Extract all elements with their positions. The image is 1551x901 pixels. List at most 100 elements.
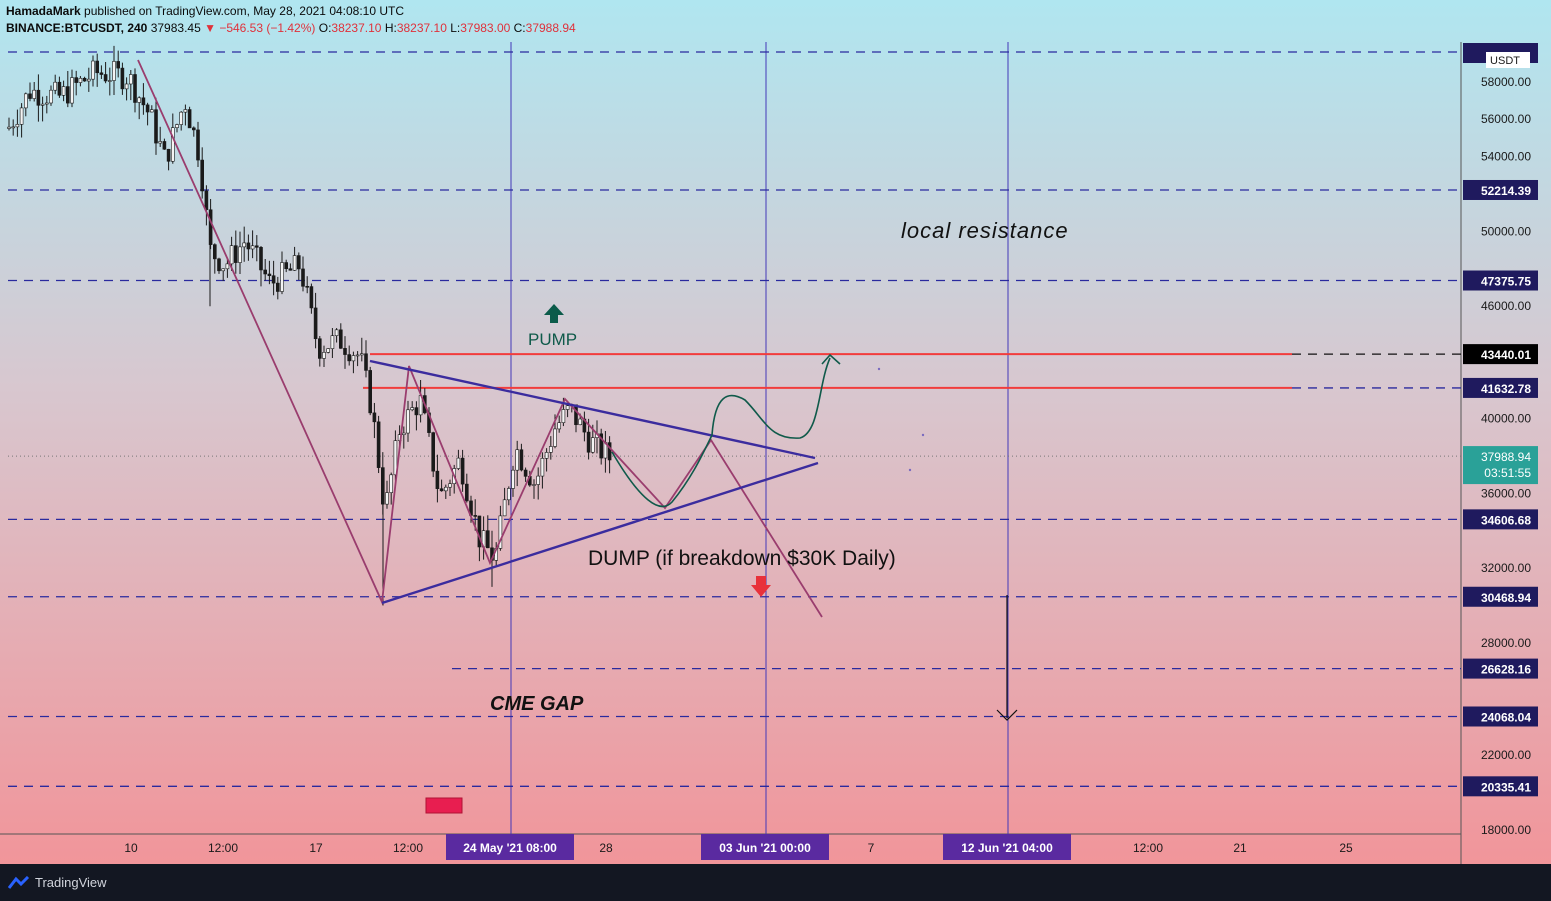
- y-tick-label: 32000.00: [1481, 561, 1531, 575]
- candle-body: [406, 409, 410, 434]
- candle-body: [578, 418, 583, 426]
- level-price-label: [1463, 377, 1538, 398]
- symbol-label[interactable]: BINANCE:BTCUSDT, 240: [6, 21, 148, 35]
- candle-body: [238, 246, 242, 263]
- level-price-text: 34606.68: [1481, 513, 1531, 527]
- candle-body: [464, 483, 469, 502]
- candle-body: [28, 93, 32, 99]
- countdown-timer: 03:51:55: [1484, 466, 1531, 480]
- candle-body: [259, 247, 263, 271]
- candle-body: [284, 262, 289, 270]
- candle-body: [15, 124, 20, 128]
- triangle-lower-line: [381, 461, 819, 605]
- candle-body: [364, 353, 368, 371]
- candle-body: [103, 74, 108, 82]
- candle-body: [187, 109, 192, 129]
- annotation-local-resistance: local resistance: [901, 218, 1069, 243]
- candle-body: [192, 127, 196, 131]
- tradingview-brand-text: TradingView: [35, 875, 107, 890]
- x-tick-label: 12:00: [1133, 841, 1163, 855]
- candle-body: [313, 307, 318, 340]
- y-tick-label: 18000.00: [1481, 823, 1531, 837]
- candle-body: [506, 488, 511, 501]
- candle-body: [36, 89, 41, 106]
- candle-body: [410, 407, 415, 411]
- candle-body: [112, 61, 116, 81]
- candle-body: [280, 262, 284, 292]
- candle-body: [368, 370, 373, 414]
- candle-body: [95, 60, 99, 74]
- triangle-upper-line: [369, 359, 816, 460]
- level-price-label: [1463, 179, 1538, 200]
- candle-body: [326, 348, 331, 353]
- annotation-pump: PUMP: [528, 330, 577, 349]
- tradingview-brand[interactable]: TradingView: [8, 875, 107, 890]
- level-price-label: [1463, 270, 1538, 291]
- level-price-label: [1463, 658, 1538, 679]
- candle-body: [540, 458, 545, 477]
- candle-body: [78, 77, 83, 83]
- x-tick-label: 12:00: [208, 841, 238, 855]
- candle-body: [61, 86, 66, 96]
- candle-body: [565, 405, 570, 410]
- published-text: published on TradingView.com, May 28, 20…: [84, 4, 405, 18]
- y-tick-label: 28000.00: [1481, 636, 1531, 650]
- price-chart[interactable]: 58000.00 56000.00 54000.00 50000.00 46000.00…: [0, 0, 1551, 864]
- candle-body: [443, 486, 448, 492]
- candle-body: [7, 126, 11, 129]
- candles-group: [7, 45, 612, 606]
- candle-body: [158, 141, 162, 144]
- candle-body: [179, 111, 183, 125]
- level-price-text: 47375.75: [1481, 274, 1531, 288]
- candle-body: [116, 61, 120, 69]
- candle-body: [389, 474, 394, 493]
- candle-body: [519, 449, 524, 471]
- candle-body: [393, 440, 398, 476]
- candle-body: [330, 335, 335, 349]
- y-tick-label: 50000.00: [1481, 224, 1531, 238]
- candle-body: [250, 245, 255, 250]
- level-price-text: 24068.04: [1481, 710, 1531, 724]
- x-tick-label: 12:00: [393, 841, 423, 855]
- y-tick-label: 54000.00: [1481, 150, 1531, 164]
- candle-body: [208, 209, 213, 245]
- marker-dot: [921, 433, 925, 437]
- x-highlight-label: [701, 834, 829, 860]
- low-label: L:: [450, 21, 461, 35]
- candle-body: [120, 67, 125, 90]
- y-tick-label: 58000.00: [1481, 75, 1531, 89]
- candle-body: [309, 286, 314, 309]
- candle-body: [166, 148, 171, 162]
- y-tick-label: 40000.00: [1481, 411, 1531, 425]
- low-value: 37983.00: [460, 21, 511, 35]
- candle-body: [150, 109, 154, 113]
- annotation-cme-gap: CME GAP: [490, 693, 584, 715]
- candle-body: [275, 282, 280, 292]
- level-price-label: [1463, 509, 1538, 530]
- candle-body: [137, 97, 141, 103]
- candle-body: [133, 74, 137, 103]
- header-published: HamadaMark published on TradingView.com,…: [6, 4, 404, 18]
- candle-body: [586, 431, 591, 453]
- x-tick-label: 25: [1339, 841, 1353, 855]
- x-tick-label: 28: [599, 841, 613, 855]
- candle-body: [343, 348, 347, 355]
- close-label: C:: [513, 21, 526, 35]
- level-price-text: 20335.41: [1481, 780, 1531, 794]
- level-price-text: 52214.39: [1481, 184, 1531, 198]
- y-tick-label: 22000.00: [1481, 748, 1531, 762]
- down-arrow-head: [996, 709, 1018, 721]
- candle-body: [154, 109, 158, 144]
- candle-body: [355, 354, 360, 357]
- candle-body: [129, 74, 133, 85]
- last-price-text: 37983.45: [150, 21, 201, 35]
- y-tick-label: 36000.00: [1481, 486, 1531, 500]
- candle-body: [511, 469, 515, 489]
- x-highlight-text: 24 May '21 08:00: [463, 841, 557, 855]
- candle-body: [590, 437, 595, 453]
- author-name[interactable]: HamadaMark: [6, 4, 81, 18]
- candle-body: [23, 93, 28, 109]
- candle-body: [145, 104, 150, 113]
- candle-body: [242, 242, 246, 248]
- level-price-text: 41632.78: [1481, 382, 1531, 396]
